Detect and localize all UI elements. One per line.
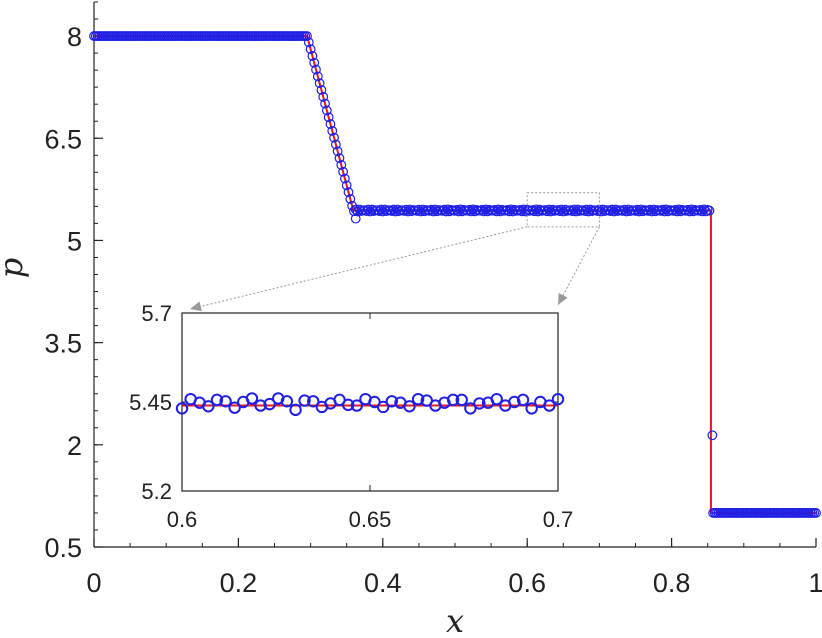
inset-y-tick-label: 5.7 [141,301,172,326]
y-tick-label: 0.5 [44,533,82,563]
solution-marker [334,153,345,164]
inset-solution-marker [455,393,468,407]
inset-solution-marker [210,393,224,407]
inset-solution-marker [341,398,355,412]
x-tick-label: 1 [808,568,822,598]
solution-marker [707,430,718,441]
solution-marker [323,112,334,123]
inset-solution-marker [254,399,267,412]
solution-marker [318,91,329,102]
inset-solution-marker [245,392,259,405]
inset-x-tick-label: 0.65 [349,507,392,532]
inset-solution-marker [516,393,530,407]
inset-solution-marker [350,399,364,412]
solution-marker [339,173,350,184]
inset-x-tick-label: 0.7 [543,507,574,532]
inset-solution-marker [280,395,294,408]
x-tick-label: 0.4 [364,568,402,598]
inset-y-tick-label: 5.2 [141,479,172,504]
y-tick-label: 8 [67,22,82,52]
solution-marker [329,132,339,143]
inset-solution-marker [508,395,521,409]
y-axis-label: p [0,258,30,278]
solution-marker [350,213,361,224]
inset-solution-marker [525,402,538,415]
zoom-region-box [526,192,600,228]
y-tick-label: 5 [67,226,82,256]
solution-marker [700,206,711,217]
inset-solution-marker [263,397,276,411]
inset-y-tick-label: 5.45 [129,390,172,415]
inset-solution-marker [551,392,565,406]
solution-marker [303,37,314,48]
solution-marker [697,206,708,217]
inset-solution-marker [464,402,477,415]
zoom-connector-right-head [558,292,568,305]
solution-marker [699,204,709,215]
inset-solution-marker [298,394,311,407]
x-tick-label: 0.6 [508,568,546,598]
inset-solution-marker [385,395,399,408]
zoom-connector-left-head [190,301,202,312]
solution-marker [332,146,343,157]
inset-plot: 0.6 0.65 0.7 5.2 5.45 5.7 [129,226,600,532]
solution-marker [305,44,316,55]
solution-marker [704,205,715,216]
solution-marker [327,125,338,136]
inset-solution-marker [202,400,215,413]
inset-solution-marker [175,402,189,415]
inset-solution-marker [219,395,232,408]
inset-solution-marker [228,401,241,414]
solution-marker [307,51,318,61]
solution-marker [343,187,354,198]
solution-marker [316,85,327,95]
inset-x-tick-label: 0.6 [167,507,198,532]
x-tick-label: 0.2 [220,568,258,598]
inset-solution-marker [473,397,486,410]
y-tick-label: 2 [67,431,82,461]
solution-marker [811,508,821,518]
solution-marker [311,64,321,75]
solution-marker [321,105,332,116]
solution-marker [336,160,347,170]
y-tick-label: 6.5 [44,124,82,154]
solution-marker [309,57,320,68]
solution-marker [330,139,341,150]
inset-solution-marker [289,403,302,417]
solution-marker [341,180,352,191]
solution-marker [312,71,323,82]
solution-marker [345,194,356,204]
inset-solution-marker [543,399,556,412]
x-tick-label: 0.8 [653,568,691,598]
solution-marker [314,78,325,89]
y-tick-label: 3.5 [44,329,82,359]
inset-solution-marker [376,400,390,414]
inset-solution-marker [490,392,503,406]
solution-marker [338,166,348,177]
inset-solution-marker [446,393,460,407]
solution-marker [302,31,312,41]
inset-solution-marker [403,400,416,413]
solution-marker [325,119,336,129]
inset-solution-marker [411,392,425,406]
zoom-connector-left [189,226,528,310]
zoom-connector-right [557,226,600,306]
inset-solution-marker [307,395,320,408]
solution-marker [320,98,330,109]
x-axis-label: x [446,602,464,638]
x-tick-label: 0 [86,568,101,598]
